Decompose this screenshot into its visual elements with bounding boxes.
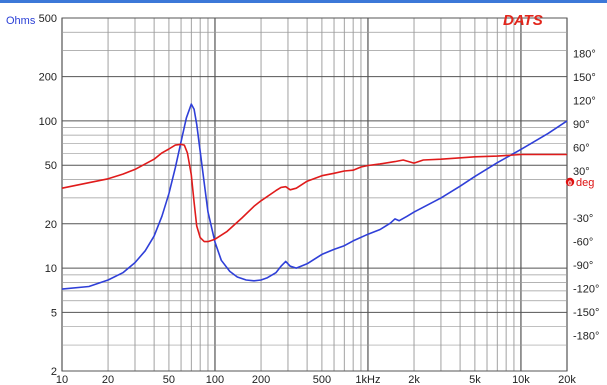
phase-zero-label: 0 <box>568 181 572 188</box>
y2-tick-label: -150° <box>573 307 599 319</box>
y-tick-label: 200 <box>39 72 57 84</box>
y2-tick-label: 180° <box>573 48 596 60</box>
y2-tick-label: -60° <box>573 237 593 249</box>
plot-frame <box>61 17 568 372</box>
x-tick-label: 100 <box>206 374 224 385</box>
impedance-curve <box>61 103 568 290</box>
x-tick-label: 20k <box>558 374 576 385</box>
x-tick-label: 200 <box>252 374 270 385</box>
y2-tick-label: 150° <box>573 72 596 84</box>
y-tick-label: 2 <box>51 366 57 378</box>
phase-zero-marker-icon <box>565 177 575 187</box>
y-tick-label: 100 <box>39 116 57 128</box>
x-tick-label: 2k <box>408 374 420 385</box>
y2-tick-label: -180° <box>573 331 599 343</box>
x-tick-label: 50 <box>163 374 175 385</box>
x-tick-label: 1kHz <box>355 374 380 385</box>
phase-curve <box>61 143 567 243</box>
y-tick-label: 50 <box>45 160 57 172</box>
y2-tick-label: -120° <box>573 284 599 296</box>
y2-tick-label: -30° <box>573 213 593 225</box>
y-tick-label: 5 <box>51 307 57 319</box>
y2-tick-labels: 180° 150° 120° 90° 60° 30° -30° -60° -90° -120° -1… <box>573 48 599 342</box>
brand-logo: DATS <box>503 12 543 29</box>
y-tick-label: 500 <box>39 13 57 25</box>
y2-tick-label: 120° <box>573 95 596 107</box>
y-tick-label: 20 <box>45 219 57 231</box>
x-tick-labels: 10 20 50 100 200 500 1kHz 2k 5k 10k 20k <box>56 374 576 385</box>
y2-tick-label: 60° <box>573 142 590 154</box>
x-tick-label: 10k <box>512 374 530 385</box>
x-tick-label: 10 <box>56 374 68 385</box>
y-axis-title: Ohms <box>6 15 36 27</box>
y2-tick-label: -90° <box>573 260 593 272</box>
y2-tick-label: 90° <box>573 119 590 131</box>
grid-lines <box>61 17 568 372</box>
x-tick-label: 20 <box>102 374 114 385</box>
top-accent-bar <box>0 0 607 3</box>
y2-axis-title: deg <box>576 177 594 189</box>
series-group <box>61 103 568 290</box>
x-tick-label: 500 <box>313 374 331 385</box>
x-tick-label: 5k <box>469 374 481 385</box>
y-tick-labels: 2 5 10 20 50 100 200 500 <box>39 13 57 378</box>
y-tick-label: 10 <box>45 263 57 275</box>
y2-tick-label: 30° <box>573 166 590 178</box>
